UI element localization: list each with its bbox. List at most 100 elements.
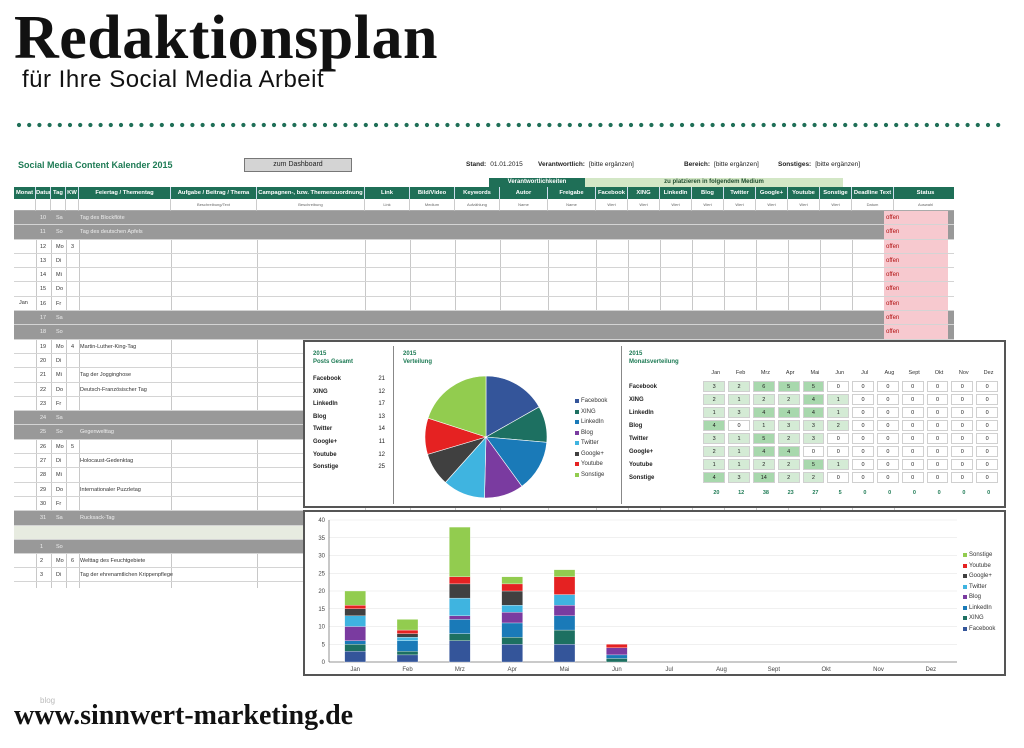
- column-subheader: Auswahl: [894, 199, 954, 211]
- posts-row: Google+ 11: [313, 439, 385, 452]
- cell-t: So: [56, 229, 63, 236]
- divider-dot: [282, 122, 287, 128]
- column-subheader: Wert: [660, 199, 692, 211]
- divider-dot: [883, 122, 889, 128]
- cell-d: 14: [40, 272, 47, 279]
- bar-segment: [553, 605, 576, 616]
- legend-swatch: [963, 563, 967, 568]
- column-subheader: Beschreibung: [257, 199, 365, 211]
- x-tick-label: Apr: [507, 667, 516, 673]
- divider-dot: [180, 122, 185, 128]
- month-cell: 0: [901, 407, 924, 418]
- status-cell[interactable]: offen: [884, 268, 948, 282]
- month-row: Google+ 2 1 4 4 0 0 0 0 0 0 0 0: [629, 445, 1001, 458]
- bar-segment: [396, 619, 419, 631]
- faint-watermark: blog: [40, 696, 56, 705]
- column-subheader: [66, 199, 79, 211]
- column-header[interactable]: Deadline Text: [852, 187, 894, 199]
- legend-swatch: [963, 595, 967, 600]
- divider-dot: [394, 122, 399, 128]
- column-header[interactable]: Campagnen-, bzw. Themenzuordnung: [257, 187, 365, 199]
- dashboard-button[interactable]: zum Dashboard: [244, 158, 352, 172]
- posts-value: 14: [378, 426, 385, 433]
- divider-dot: [149, 122, 154, 128]
- cell-d: 12: [40, 243, 47, 250]
- divider-dot: [16, 122, 22, 128]
- month-cell: 0: [876, 446, 899, 457]
- month-cell: 2: [752, 459, 775, 470]
- month-cell: 4: [777, 446, 800, 457]
- cell-d: 30: [40, 500, 47, 507]
- footer-url[interactable]: www.sinnwert-marketing.de: [14, 700, 354, 731]
- month-cell: 0: [876, 433, 899, 444]
- divider-dot: [659, 122, 664, 128]
- column-header[interactable]: XING: [628, 187, 660, 199]
- divider-dot: [37, 122, 42, 128]
- month-cell: 0: [951, 381, 974, 392]
- month-header: Jul: [861, 370, 869, 376]
- status-cell[interactable]: offen: [884, 282, 948, 296]
- distribution-pie-chart: [424, 375, 548, 499]
- column-header[interactable]: Autor: [500, 187, 548, 199]
- legend-label: Facebook: [969, 625, 996, 632]
- column-header[interactable]: LinkedIn: [660, 187, 692, 199]
- column-header[interactable]: Facebook: [596, 187, 628, 199]
- month-cell: 5: [802, 459, 825, 470]
- legend-label: LinkedIn: [581, 419, 604, 426]
- column-header[interactable]: Twitter: [724, 187, 756, 199]
- month-cell: 0: [976, 446, 999, 457]
- column-header[interactable]: Blog: [692, 187, 724, 199]
- month-cell: 0: [926, 381, 949, 392]
- pie-slice-sonstige: [427, 375, 487, 438]
- divider-dot: [455, 122, 460, 128]
- status-cell[interactable]: offen: [884, 296, 948, 311]
- column-header[interactable]: Link: [365, 187, 410, 199]
- month-total: 23: [787, 490, 794, 496]
- divider-dot: [588, 122, 593, 128]
- divider-dot: [475, 122, 481, 128]
- cell-d: 25: [40, 429, 47, 436]
- bar-segment: [553, 594, 576, 606]
- column-header[interactable]: Google+: [756, 187, 788, 199]
- pie-slice-facebook: [485, 375, 540, 438]
- posts-value: 17: [378, 401, 385, 408]
- divider-dot: [741, 122, 746, 128]
- month-cell: 0: [976, 459, 999, 470]
- status-cell[interactable]: offen: [884, 211, 948, 225]
- bar-segment: [396, 629, 419, 634]
- status-cell[interactable]: offen: [884, 311, 948, 325]
- column-header[interactable]: Freigabe: [548, 187, 596, 199]
- y-tick-label: 40: [318, 518, 325, 524]
- column-header[interactable]: Sonstige: [820, 187, 852, 199]
- divider-dot: [751, 122, 756, 128]
- column-header[interactable]: Monat: [14, 187, 36, 199]
- month-cell: 0: [901, 394, 924, 405]
- divider-dot: [996, 122, 1001, 128]
- column-header[interactable]: Youtube: [788, 187, 820, 199]
- status-cell[interactable]: offen: [884, 325, 948, 339]
- column-header[interactable]: Aufgabe / Beitrag / Thema: [171, 187, 257, 199]
- column-header[interactable]: Status: [894, 187, 954, 199]
- column-header[interactable]: KW: [66, 187, 79, 199]
- month-cell: 2: [777, 472, 800, 483]
- legend-swatch: [575, 430, 579, 435]
- month-cell: 0: [852, 433, 874, 444]
- x-tick-label: Nov: [873, 667, 884, 673]
- column-header[interactable]: Tag: [51, 187, 66, 199]
- month-cell: 1: [703, 407, 726, 418]
- divider-dot: [404, 122, 409, 128]
- column-header[interactable]: Keywords: [455, 187, 500, 199]
- legend-label: Facebook: [581, 398, 608, 405]
- table-row: 13 Di offen: [14, 253, 954, 269]
- status-cell[interactable]: offen: [884, 225, 948, 239]
- cell-f: Gegenwelttag: [80, 429, 114, 436]
- status-cell[interactable]: offen: [884, 239, 948, 253]
- status-cell[interactable]: offen: [884, 253, 948, 268]
- posts-value: 12: [378, 451, 385, 458]
- column-header[interactable]: Feiertag / Thementag: [79, 187, 171, 199]
- column-subheader: Wert: [724, 199, 756, 211]
- column-header[interactable]: Bild/Video: [410, 187, 455, 199]
- month-row-label: Google+: [629, 448, 654, 455]
- cell-t: So: [56, 429, 63, 436]
- column-header[interactable]: Datum: [36, 187, 51, 199]
